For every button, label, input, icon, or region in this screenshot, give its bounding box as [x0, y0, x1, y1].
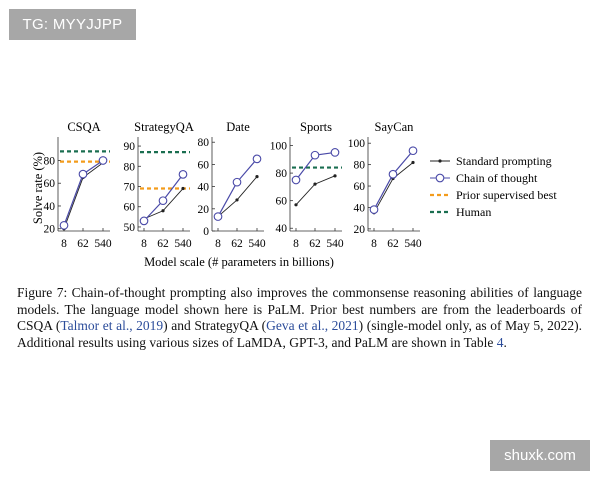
- x-axis-label: Model scale (# parameters in billions): [144, 255, 334, 269]
- saycan-y-tick-label: 40: [354, 202, 366, 214]
- saycan-y-tick-label: 100: [348, 138, 366, 150]
- date-chain-of-thought-point: [213, 212, 223, 221]
- csqa-x-tick-label: 62: [77, 238, 89, 250]
- sports-panel: Sports 40 60 80 100 8 62 540: [270, 120, 344, 250]
- saycan-chain-of-thought-point: [408, 146, 418, 156]
- csqa-panel: CSQA 20 40 60 80 8 62 540: [44, 120, 112, 250]
- csqa-y-tick-label: 20: [44, 224, 56, 236]
- strategyqa-title: StrategyQA: [134, 120, 194, 134]
- legend: Standard prompting Chain of thought Prior …: [430, 154, 557, 219]
- sports-y-tick-label: 60: [276, 196, 288, 208]
- strategyqa-y-tick-label: 50: [124, 222, 136, 234]
- date-standard-prompting-point: [235, 198, 239, 202]
- sports-standard-prompting-point: [333, 174, 337, 178]
- saycan-title: SayCan: [375, 120, 415, 134]
- strategyqa-x-tick-label: 540: [174, 238, 192, 250]
- strategyqa-chain-of-thought-point: [178, 170, 188, 179]
- csqa-chain-of-thought-point: [98, 156, 108, 165]
- sports-chain-of-thought-point: [330, 148, 340, 157]
- date-x-tick-label: 540: [248, 238, 266, 250]
- saycan-y-tick-label: 60: [354, 181, 366, 193]
- strategyqa-standard-prompting-point: [181, 186, 185, 191]
- saycan-chain-of-thought-point: [388, 169, 398, 179]
- date-y-tick-label: 20: [198, 204, 210, 216]
- sports-x-tick-label: 540: [326, 238, 344, 250]
- csqa-chain-of-thought-point: [59, 220, 69, 230]
- date-x-tick-label: 62: [231, 238, 243, 250]
- legend-chain-of-thought-marker: [435, 173, 445, 183]
- caption-text-4: .: [503, 334, 507, 350]
- strategyqa-x-tick-label: 62: [157, 238, 169, 250]
- legend-standard-prompting-label: Standard prompting: [456, 154, 552, 168]
- date-chain-of-thought-point: [252, 154, 262, 164]
- date-x-tick-label: 8: [215, 238, 221, 250]
- sports-title: Sports: [300, 120, 332, 134]
- date-panel: Date 0 20 40 60 80 8 62 540: [198, 120, 266, 250]
- strategyqa-standard-prompting-point: [161, 209, 165, 213]
- saycan-standard-prompting-point: [411, 160, 415, 165]
- legend-prior-supervised-best-label: Prior supervised best: [456, 188, 557, 202]
- strategyqa-x-tick-label: 8: [141, 238, 147, 250]
- saycan-panel: SayCan 20 40 60 80 100 8 62 540: [348, 120, 422, 250]
- sports-chain-of-thought-point: [310, 150, 320, 160]
- date-title: Date: [226, 120, 250, 134]
- saycan-chain-of-thought-point: [369, 205, 379, 214]
- date-y-tick-label: 60: [198, 159, 210, 171]
- caption-text-2: ) and StrategyQA (: [163, 318, 267, 333]
- legend-human-label: Human: [456, 205, 491, 219]
- sports-x-tick-label: 62: [309, 238, 321, 250]
- sports-y-tick-label: 80: [276, 168, 288, 180]
- legend-prior-supervised-best: Prior supervised best: [430, 188, 557, 202]
- citation-geva[interactable]: Geva et al., 2021: [266, 318, 359, 333]
- strategyqa-y-tick-label: 60: [124, 202, 136, 214]
- strategyqa-y-tick-label: 90: [124, 141, 136, 153]
- sports-standard-prompting-point: [313, 182, 317, 186]
- watermark-badge-bottom: shuxk.com: [490, 440, 590, 471]
- table-reference-link[interactable]: 4: [496, 334, 504, 350]
- sports-y-tick-label: 40: [276, 223, 288, 235]
- csqa-y-tick-label: 40: [44, 201, 56, 213]
- figure-caption: Figure 7: Chain-of-thought prompting als…: [17, 285, 582, 351]
- strategyqa-chain-of-thought-point: [158, 196, 168, 206]
- legend-standard-prompting: Standard prompting: [430, 154, 552, 168]
- saycan-y-tick-label: 80: [354, 160, 366, 172]
- date-y-tick-label: 80: [198, 137, 210, 149]
- date-chain-of-thought-point: [232, 177, 242, 187]
- csqa-x-tick-label: 540: [94, 238, 112, 250]
- saycan-chain-of-thought-line: [373, 150, 414, 210]
- saycan-x-tick-label: 540: [404, 238, 422, 250]
- csqa-title: CSQA: [67, 120, 100, 134]
- watermark-badge-top: TG: MYYJJPP: [9, 9, 136, 40]
- date-y-tick-label: 0: [203, 226, 209, 238]
- saycan-y-tick-label: 20: [354, 224, 366, 236]
- date-chain-of-thought-line: [217, 158, 258, 217]
- legend-chain-of-thought: Chain of thought: [430, 171, 538, 185]
- csqa-y-tick-label: 60: [44, 178, 56, 190]
- strategyqa-y-tick-label: 80: [124, 161, 136, 173]
- citation-talmor[interactable]: Talmor et al., 2019: [60, 318, 164, 333]
- legend-human: Human: [430, 205, 491, 219]
- legend-chain-of-thought-label: Chain of thought: [456, 171, 538, 185]
- csqa-y-tick-label: 80: [44, 155, 56, 167]
- saycan-x-tick-label: 8: [371, 238, 377, 250]
- strategyqa-chain-of-thought-point: [139, 216, 149, 226]
- date-standard-prompting-point: [255, 175, 259, 179]
- csqa-chain-of-thought-point: [78, 169, 88, 179]
- sports-y-tick-label: 100: [270, 141, 288, 153]
- csqa-x-tick-label: 8: [61, 238, 67, 250]
- caption-text-1: Figure 7: Chain-of-thought prompting als…: [17, 285, 582, 333]
- sports-x-tick-label: 8: [293, 238, 299, 250]
- saycan-x-tick-label: 62: [387, 238, 399, 250]
- sports-standard-prompting-point: [294, 203, 298, 207]
- sports-standard-prompting-line: [295, 175, 336, 206]
- sports-chain-of-thought-point: [291, 175, 301, 185]
- strategyqa-panel: StrategyQA 50 60 70 80 90 8 62 540: [124, 120, 194, 250]
- strategyqa-y-tick-label: 70: [124, 182, 136, 194]
- legend-standard-prompting-marker: [438, 159, 442, 163]
- y-axis-label: Solve rate (%): [31, 152, 45, 224]
- caption-text-3: ) (single-model only, as of May 5, 2022)…: [17, 318, 583, 350]
- date-y-tick-label: 40: [198, 182, 210, 194]
